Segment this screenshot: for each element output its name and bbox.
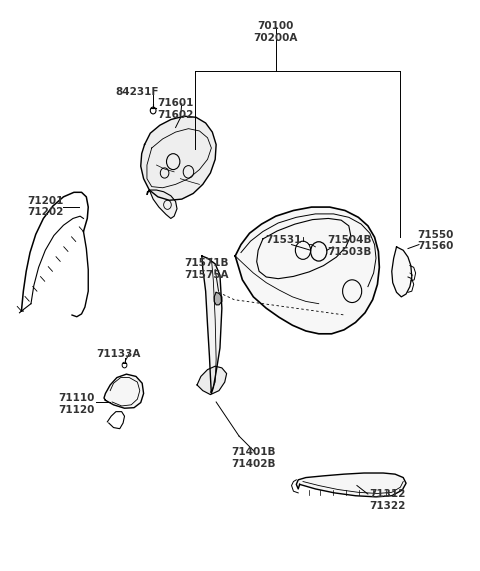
Polygon shape bbox=[104, 374, 144, 408]
Polygon shape bbox=[235, 207, 379, 334]
Polygon shape bbox=[214, 292, 222, 305]
Polygon shape bbox=[202, 256, 222, 393]
Text: 71312
71322: 71312 71322 bbox=[369, 489, 405, 510]
Text: 70100
70200A: 70100 70200A bbox=[253, 21, 298, 43]
Polygon shape bbox=[147, 190, 177, 219]
Polygon shape bbox=[296, 473, 406, 497]
Polygon shape bbox=[141, 116, 216, 200]
Polygon shape bbox=[392, 247, 412, 297]
Polygon shape bbox=[197, 366, 227, 395]
Text: 71571B
71575A: 71571B 71575A bbox=[184, 258, 229, 280]
Text: 71201
71202: 71201 71202 bbox=[27, 196, 63, 218]
Text: 71531: 71531 bbox=[266, 235, 302, 246]
Text: 71133A: 71133A bbox=[96, 349, 141, 359]
Text: 71550
71560: 71550 71560 bbox=[418, 230, 454, 251]
Text: 71504B
71503B: 71504B 71503B bbox=[327, 235, 372, 257]
Text: 84231F: 84231F bbox=[116, 87, 159, 96]
Text: 71601
71602: 71601 71602 bbox=[157, 98, 194, 119]
Text: 71401B
71402B: 71401B 71402B bbox=[231, 448, 276, 469]
Text: 71110
71120: 71110 71120 bbox=[59, 393, 95, 415]
